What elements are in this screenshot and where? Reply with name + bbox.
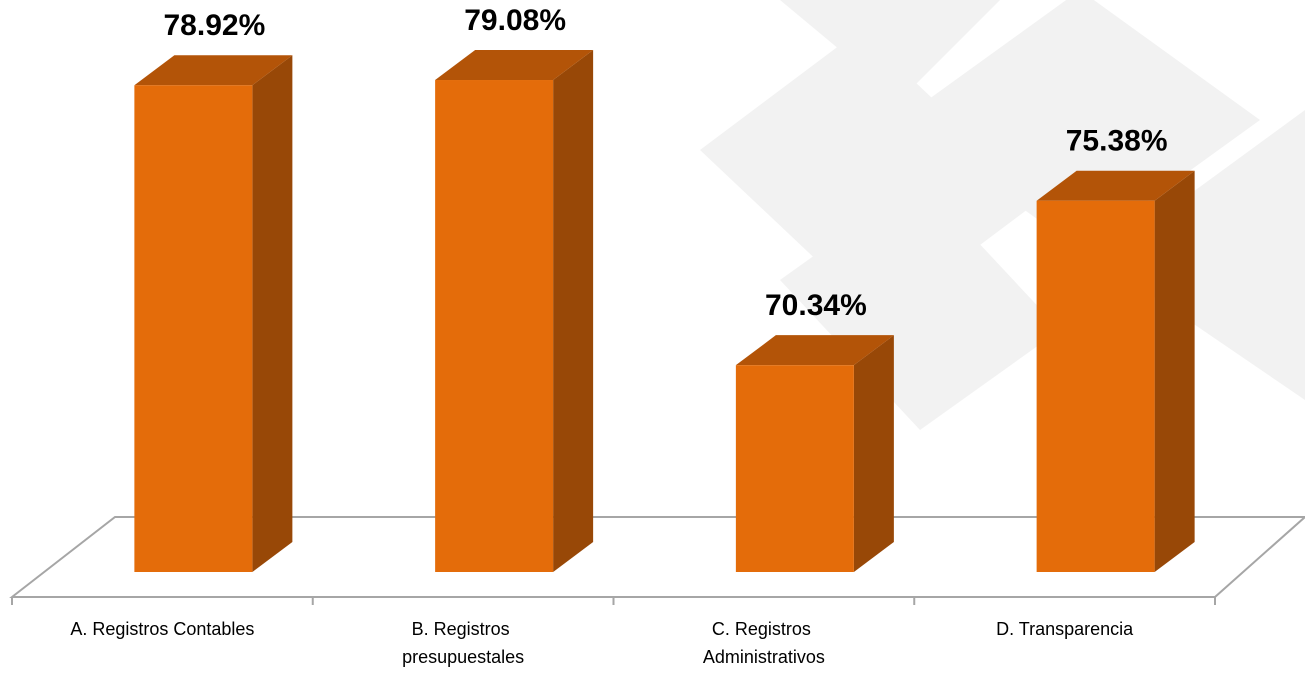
bar [435, 80, 554, 572]
bar-top [435, 50, 594, 81]
bar-top [735, 335, 894, 366]
x-tick-label: D. Transparencia [996, 619, 1134, 639]
watermark [700, 0, 1305, 430]
bar-side [553, 50, 594, 572]
bar-top [134, 55, 293, 86]
bar [1036, 200, 1155, 573]
value-label: 70.34% [765, 289, 867, 322]
bar-side [853, 335, 894, 572]
bar-top [1036, 170, 1195, 201]
bar-side [252, 55, 293, 573]
x-tick-label: C. Registros Administrativos [703, 619, 825, 667]
value-label: 78.92% [164, 9, 266, 42]
floor [9, 516, 1305, 598]
bar [735, 365, 854, 572]
x-tick-label: B. Registros presupuestales [402, 619, 524, 667]
value-label: 75.38% [1066, 125, 1168, 158]
value-label: 79.08% [464, 4, 566, 37]
bar-side [1154, 170, 1195, 573]
x-tick-label: A. Registros Contables [70, 619, 254, 639]
bar [134, 85, 253, 573]
